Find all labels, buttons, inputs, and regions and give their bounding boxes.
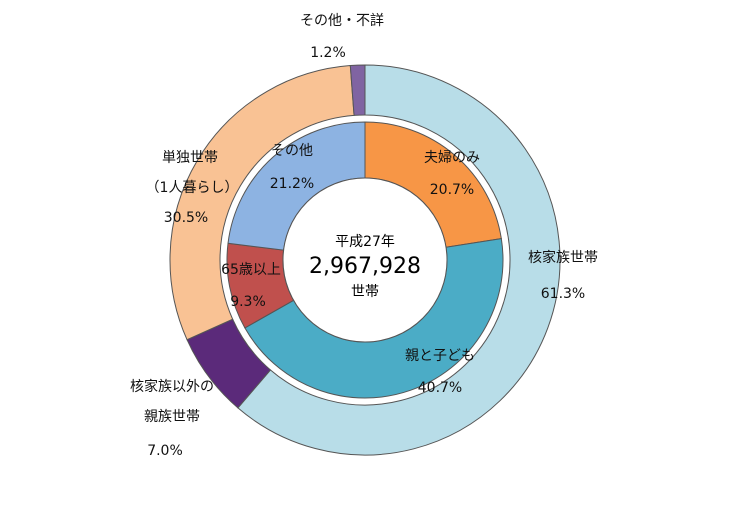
center-total: 2,967,928	[309, 254, 421, 279]
center-year: 平成27年	[335, 234, 395, 250]
inner-label-1-name: 親と子ども	[405, 348, 475, 364]
outer-label-1-value: 7.0%	[147, 443, 183, 459]
outer-label-3-name: その他・不詳	[300, 13, 384, 29]
outer-label-2-name: 単独世帯	[162, 150, 218, 166]
outer-ring	[169, 64, 561, 456]
center-hole	[282, 177, 448, 343]
inner-label-2-name: 65歳以上	[221, 262, 281, 278]
outer-slice-2	[169, 65, 355, 341]
center-unit: 世帯	[351, 284, 379, 300]
outer-label-3-value: 1.2%	[310, 45, 346, 61]
outer-label-1-name: 親族世帯	[144, 409, 200, 425]
outer-slice-3	[349, 64, 366, 116]
inner-label-3-name: その他	[271, 143, 313, 159]
inner-label-1-value: 40.7%	[418, 380, 462, 396]
outer-label-2-value: 30.5%	[164, 210, 208, 226]
outer-label-0-name: 核家族世帯	[528, 249, 598, 266]
inner-label-0-name: 夫婦のみ	[424, 149, 480, 166]
outer-label-0-value: 61.3%	[541, 286, 585, 302]
outer-label-2-name: （1人暮らし）	[146, 180, 239, 196]
inner-label-3-value: 21.2%	[270, 176, 314, 192]
outer-slice-0	[237, 64, 561, 456]
inner-label-2-value: 9.3%	[230, 294, 266, 310]
outer-label-1-name: 核家族以外の	[130, 378, 214, 395]
inner-label-0-value: 20.7%	[430, 182, 474, 198]
